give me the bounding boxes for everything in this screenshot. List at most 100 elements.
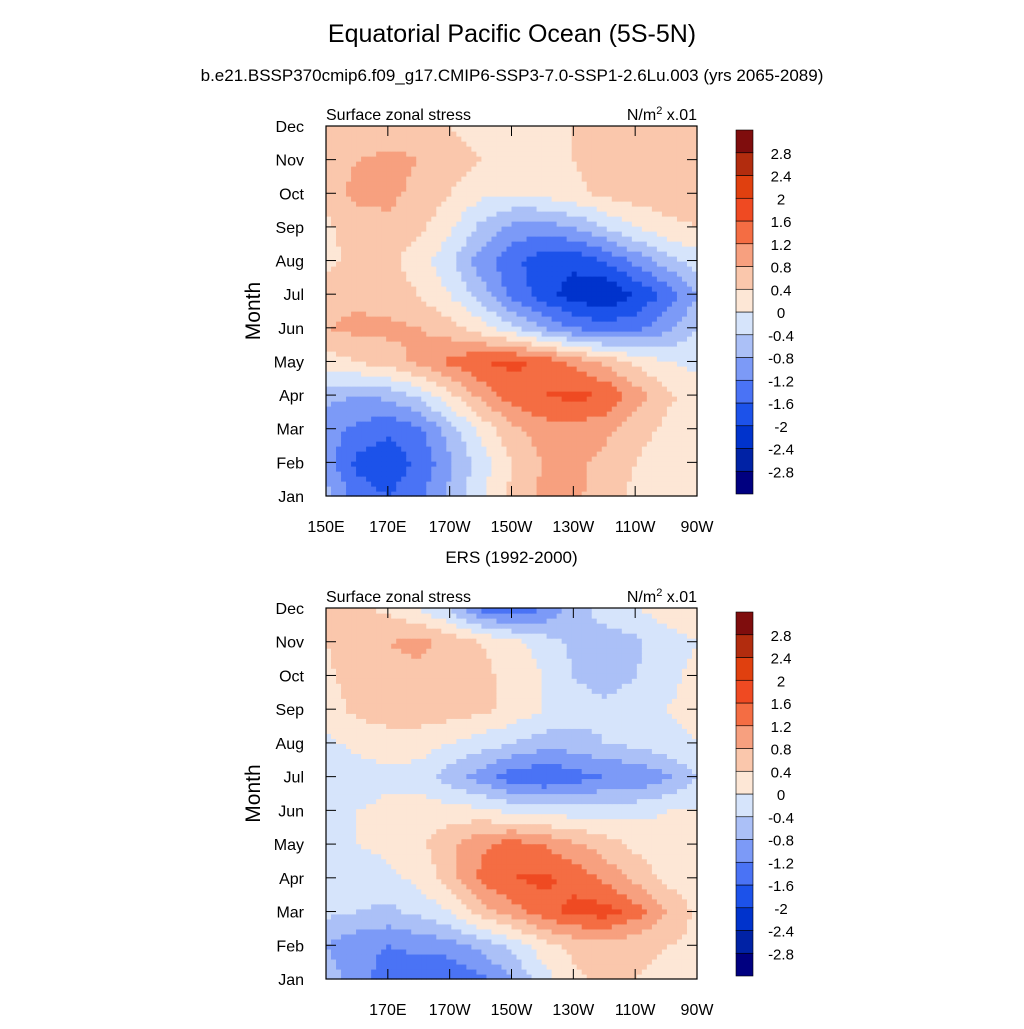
contour-cell: [466, 156, 472, 162]
contour-cell: [671, 166, 678, 172]
contour-cell: [336, 451, 342, 457]
contour-cell: [676, 396, 683, 402]
contour-cell: [521, 336, 528, 342]
contour-cell: [661, 391, 668, 397]
contour-cell: [556, 161, 563, 167]
contour-cell: [461, 451, 467, 457]
contour-cell: [656, 196, 663, 202]
contour-cell: [391, 306, 397, 312]
contour-cell: [326, 241, 332, 247]
contour-cell: [561, 331, 568, 337]
contour-cell: [671, 441, 678, 447]
contour-cell: [506, 321, 513, 327]
contour-cell: [496, 261, 503, 267]
contour-cell: [571, 296, 578, 302]
contour-cell: [461, 261, 467, 267]
contour-cell: [451, 446, 457, 452]
contour-cell: [431, 386, 437, 392]
contour-cell: [626, 166, 633, 172]
contour-cell: [471, 311, 477, 317]
contour-cell: [486, 246, 493, 252]
contour-cell: [626, 451, 633, 457]
contour-cell: [671, 296, 678, 302]
contour-cell: [396, 206, 402, 212]
contour-cell: [596, 301, 603, 307]
contour-cell: [361, 466, 367, 472]
contour-cell: [671, 221, 678, 227]
contour-cell: [471, 281, 477, 287]
contour-cell: [351, 226, 357, 232]
contour-cell: [686, 421, 693, 427]
contour-cell: [616, 316, 623, 322]
contour-cell: [371, 391, 377, 397]
contour-cell: [681, 426, 688, 432]
contour-cell: [641, 391, 648, 397]
contour-cell: [396, 301, 402, 307]
contour-cell: [686, 176, 693, 182]
contour-cell: [556, 231, 563, 237]
contour-cell: [406, 471, 412, 477]
contour-cell: [511, 186, 518, 192]
contour-cell: [421, 446, 427, 452]
contour-cell: [511, 341, 518, 347]
contour-cell: [356, 386, 362, 392]
contour-cell: [506, 166, 513, 172]
contour-cell: [461, 346, 467, 352]
contour-cell: [611, 161, 618, 167]
contour-cell: [666, 406, 673, 412]
contour-cell: [466, 191, 472, 197]
contour-cell: [526, 231, 533, 237]
contour-cell: [571, 211, 578, 217]
contour-cell: [341, 306, 347, 312]
contour-cell: [546, 321, 553, 327]
contour-cell: [611, 346, 618, 352]
contour-cell: [341, 161, 347, 167]
contour-cell: [556, 191, 563, 197]
contour-cell: [386, 351, 392, 357]
contour-cell: [586, 311, 593, 317]
contour-cell: [361, 226, 367, 232]
contour-cell: [586, 421, 593, 427]
contour-cell: [471, 241, 477, 247]
contour-cell: [516, 461, 523, 467]
contour-cell: [441, 216, 447, 222]
contour-cell: [571, 391, 578, 397]
contour-cell: [381, 456, 387, 462]
contour-cell: [421, 471, 427, 477]
contour-cell: [596, 266, 603, 272]
contour-cell: [336, 491, 342, 497]
contour-cell: [601, 341, 608, 347]
contour-cell: [606, 211, 613, 217]
contour-cell: [356, 441, 362, 447]
contour-cell: [446, 301, 452, 307]
contour-cell: [526, 286, 533, 292]
contour-cell: [526, 206, 533, 212]
contour-cell: [616, 256, 623, 262]
contour-cell: [511, 351, 518, 357]
contour-cell: [491, 211, 498, 217]
contour-cell: [571, 406, 578, 412]
contour-cell: [576, 456, 583, 462]
contour-cell: [476, 231, 483, 237]
contour-cell: [681, 406, 688, 412]
contour-cell: [481, 381, 488, 387]
contour-cell: [341, 316, 347, 322]
contour-cell: [361, 451, 367, 457]
contour-cell: [616, 416, 623, 422]
contour-cell: [376, 186, 382, 192]
contour-cell: [441, 321, 447, 327]
contour-cell: [681, 171, 688, 177]
contour-cell: [326, 251, 332, 257]
contour-cell: [531, 346, 538, 352]
contour-cell: [366, 331, 372, 337]
contour-cell: [636, 301, 643, 307]
contour-cell: [381, 176, 387, 182]
contour-cell: [481, 331, 488, 337]
contour-cell: [586, 451, 593, 457]
contour-cell: [606, 251, 613, 257]
contour-cell: [591, 296, 598, 302]
contour-cell: [511, 466, 518, 472]
contour-cell: [391, 256, 397, 262]
contour-cell: [591, 436, 598, 442]
contour-cell: [406, 326, 412, 332]
